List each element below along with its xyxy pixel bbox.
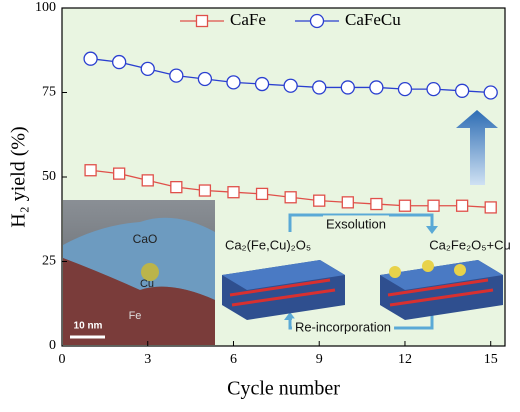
marker	[398, 199, 412, 212]
label-bg	[291, 318, 395, 336]
x-tick-label: 6	[230, 352, 237, 367]
marker	[113, 167, 126, 180]
tem-fe	[63, 258, 215, 345]
marker	[170, 180, 183, 194]
crystal	[222, 260, 503, 320]
trend-arrow	[456, 110, 498, 185]
marker	[284, 191, 297, 204]
scheme-label: Exsolution	[326, 216, 386, 231]
x-tick-label: 3	[144, 352, 151, 367]
marker	[197, 71, 213, 87]
marker	[141, 174, 154, 187]
y-tick-label: 100	[35, 0, 56, 15]
y-tick-label: 25	[42, 254, 56, 269]
marker	[283, 78, 298, 93]
marker	[455, 199, 469, 212]
marker	[426, 81, 441, 97]
legend-label: CaFeCu	[345, 10, 401, 29]
scheme-label: Ca₂(Fe,Cu)₂O₅	[225, 237, 311, 252]
marker	[254, 76, 270, 92]
marker	[370, 197, 383, 211]
marker	[227, 186, 240, 199]
x-axis-label: Cycle number	[227, 378, 340, 400]
tem-label: CaO	[133, 232, 158, 246]
marker	[341, 196, 354, 209]
legend-label: CaFe	[230, 10, 266, 29]
y-tick-label: 0	[49, 338, 56, 353]
marker	[484, 201, 497, 214]
marker	[84, 164, 97, 177]
marker	[140, 61, 155, 76]
marker	[369, 80, 384, 95]
tem-label: Cu	[140, 278, 154, 290]
marker	[112, 54, 127, 70]
label-bg	[323, 215, 389, 233]
tem-label: 10 nm	[74, 321, 103, 332]
marker	[169, 68, 184, 83]
legend-marker	[309, 13, 325, 29]
marker	[427, 199, 440, 212]
y-tick-label: 50	[42, 169, 56, 184]
tem-cu	[141, 263, 159, 281]
marker	[340, 80, 355, 95]
x-tick-label: 9	[316, 352, 323, 367]
arrow	[288, 213, 434, 232]
scheme-label: Re-incorporation	[295, 319, 391, 334]
legend-marker	[195, 14, 209, 28]
x-tick-label: 0	[59, 352, 66, 367]
arrow-head	[426, 226, 438, 234]
marker	[397, 81, 413, 97]
y-axis-label: H₂ yield (%)	[8, 126, 30, 227]
marker	[313, 194, 326, 207]
marker	[226, 75, 241, 90]
y-tick-label: 75	[42, 85, 56, 100]
tem-label: Fe	[129, 310, 142, 322]
marker	[198, 184, 212, 197]
marker	[454, 83, 470, 98]
marker	[483, 85, 498, 100]
x-tick-label: 12	[398, 352, 412, 367]
inset	[63, 200, 503, 345]
x-tick-label: 15	[484, 352, 498, 367]
tem-cao	[63, 217, 215, 300]
scheme-label: Ca₂Fe₂O₅+Cu	[429, 237, 510, 252]
arrow-head	[284, 312, 296, 320]
marker	[312, 80, 327, 95]
marker	[255, 187, 269, 201]
marker	[83, 51, 98, 66]
